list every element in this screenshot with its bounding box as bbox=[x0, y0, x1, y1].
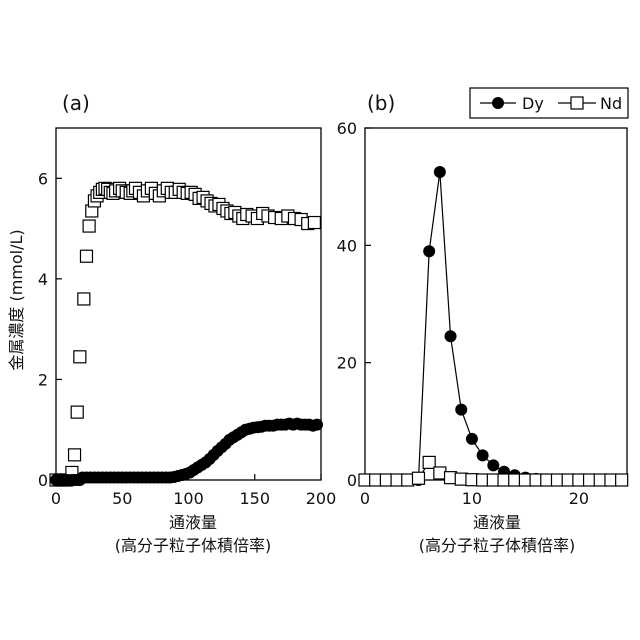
panel-a-xtick-label: 50 bbox=[112, 489, 132, 508]
panel-b-plot: 0 20 40 60 0 10 20 bbox=[337, 119, 629, 508]
panel-b-dy-point bbox=[444, 330, 457, 343]
panel-b-ytick-label: 0 bbox=[347, 471, 357, 490]
panel-a-nd-point bbox=[73, 350, 87, 364]
legend-dy-label: Dy bbox=[522, 94, 544, 113]
panel-b-xlabel-sub: (高分子粒子体積倍率) bbox=[419, 536, 576, 555]
legend: Dy Nd bbox=[469, 87, 629, 119]
panel-b-nd-point bbox=[615, 473, 629, 487]
panel-a-plot: 0 2 4 6 0 50 100 150 200 bbox=[38, 169, 336, 508]
legend-dy-marker bbox=[492, 97, 504, 109]
panel-b-dy-point bbox=[465, 432, 478, 445]
panel-a-xlabel-sub: (高分子粒子体積倍率) bbox=[115, 536, 272, 555]
panel-a-xtick-label: 150 bbox=[239, 489, 270, 508]
legend-nd-marker bbox=[570, 96, 584, 110]
panel-a-ytick-label: 6 bbox=[38, 169, 48, 188]
panel-a-nd-point bbox=[82, 219, 96, 233]
panel-a-ytick-label: 4 bbox=[38, 270, 48, 289]
panel-b-ytick-label: 60 bbox=[337, 119, 357, 138]
panel-b-xlabel: 通液量 bbox=[473, 513, 521, 532]
panel-a-nd-point bbox=[79, 249, 94, 263]
panel-a-dy-point bbox=[311, 418, 324, 431]
panel-b-label: (b) bbox=[367, 91, 395, 115]
panel-a-nd-point bbox=[70, 405, 84, 419]
panel-b-nd-point bbox=[411, 471, 426, 485]
panel-b-dy-point bbox=[487, 459, 500, 472]
panel-b-frame bbox=[364, 127, 628, 481]
panel-a-ytick-label: 0 bbox=[38, 471, 48, 490]
panel-b-xtick-label: 10 bbox=[462, 489, 482, 508]
legend-nd-label: Nd bbox=[600, 94, 622, 113]
panel-b-xtick-label: 20 bbox=[569, 489, 589, 508]
panel-a-xlabel: 通液量 bbox=[169, 513, 217, 532]
panel-a-xtick-label: 200 bbox=[306, 489, 337, 508]
panel-b-dy-point bbox=[433, 166, 446, 178]
panel-a-nd-point bbox=[307, 215, 321, 230]
panel-b-ytick-label: 20 bbox=[337, 354, 357, 373]
panel-b-dy-point bbox=[476, 449, 489, 462]
panel-a-ytick-label: 2 bbox=[38, 370, 48, 389]
y-axis-title: 金属濃度 (mmol/L) bbox=[7, 229, 26, 370]
panel-b-ytick-label: 40 bbox=[337, 236, 357, 255]
panel-b-nd-point bbox=[422, 455, 436, 469]
panel-a-label: (a) bbox=[62, 91, 90, 115]
panel-b-dy-point bbox=[423, 245, 436, 258]
panel-b-xtick-label: 0 bbox=[360, 489, 370, 508]
panel-a-nd-point bbox=[77, 292, 91, 306]
panel-b-dy-point bbox=[455, 403, 468, 416]
panel-b-dy-line bbox=[365, 171, 622, 481]
panel-a-xtick-label: 0 bbox=[51, 489, 61, 508]
panel-a-xtick-label: 100 bbox=[173, 489, 204, 508]
panel-a-nd-point bbox=[67, 448, 82, 462]
